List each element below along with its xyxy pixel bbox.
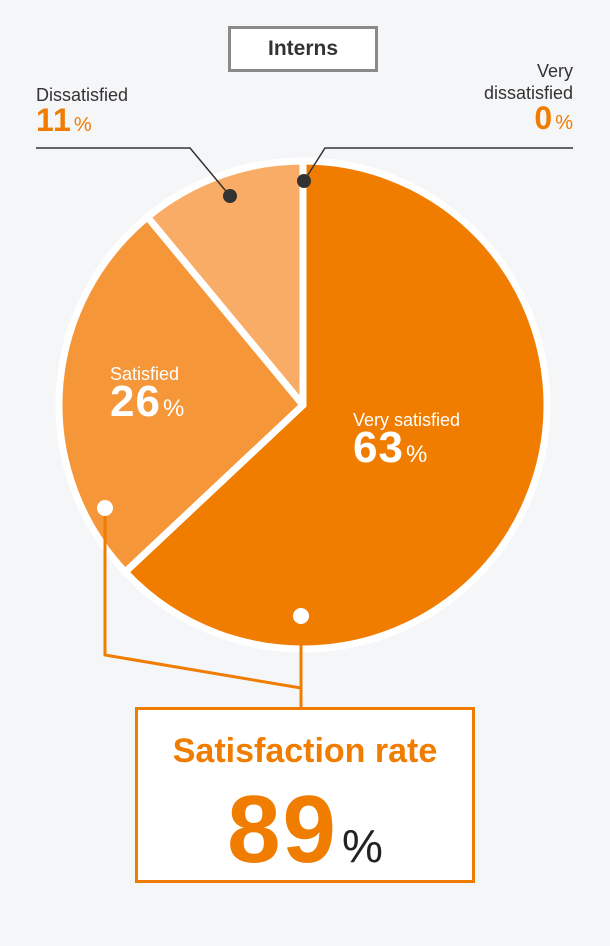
label-very-dissatisfied-pct: 0% [484,102,573,134]
leader-dot-dissatisfied [223,189,237,203]
satisfaction-rate-box: Satisfaction rate 89% [135,707,475,883]
label-very-satisfied: Very satisfied 63% [353,409,461,470]
leader-line-dissatisfied [36,147,231,197]
connector-dot-satisfied [97,500,113,516]
label-very-satisfied-unit: % [405,441,428,468]
label-dissatisfied: Dissatisfied 11% [36,84,128,136]
connector-dot-very-satisfied [293,608,309,624]
label-very-dissatisfied-name-1: Very [536,61,573,81]
chart-title: Interns [228,26,378,72]
label-satisfied-pct: 26% [110,380,185,424]
label-very-dissatisfied-name-2: dissatisfied [483,83,573,103]
label-satisfied-value: 26 [110,377,161,426]
pie-slice-very-satisfied [121,157,551,653]
label-very-satisfied-value: 63 [353,423,404,472]
label-dissatisfied-pct: 11% [36,104,128,136]
connector-satisfied [103,508,302,690]
label-satisfied-unit: % [162,395,185,422]
satisfaction-rate-unit: % [341,820,383,872]
leader-line-very-dissatisfied [303,147,573,182]
label-very-dissatisfied-value: 0 [534,100,554,136]
label-dissatisfied-value: 11 [36,102,72,138]
leader-dot-very-dissatisfied [297,174,311,188]
satisfaction-rate-number: 89 [227,776,338,883]
satisfaction-rate-title: Satisfaction rate [172,732,438,770]
pie-slice-dissatisfied [143,157,307,409]
label-dissatisfied-unit: % [73,114,92,136]
pie-slice-satisfied [55,213,307,576]
label-very-dissatisfied-unit: % [555,112,573,134]
label-very-satisfied-name: Very satisfied [353,410,461,430]
label-satisfied-name: Satisfied [110,364,180,384]
label-very-dissatisfied: Very dissatisfied 0% [484,60,573,134]
label-very-satisfied-pct: 63% [353,426,460,470]
satisfaction-rate-value: 89% [138,775,472,885]
label-satisfied: Satisfied 26% [110,363,185,424]
label-dissatisfied-name: Dissatisfied [36,85,129,105]
